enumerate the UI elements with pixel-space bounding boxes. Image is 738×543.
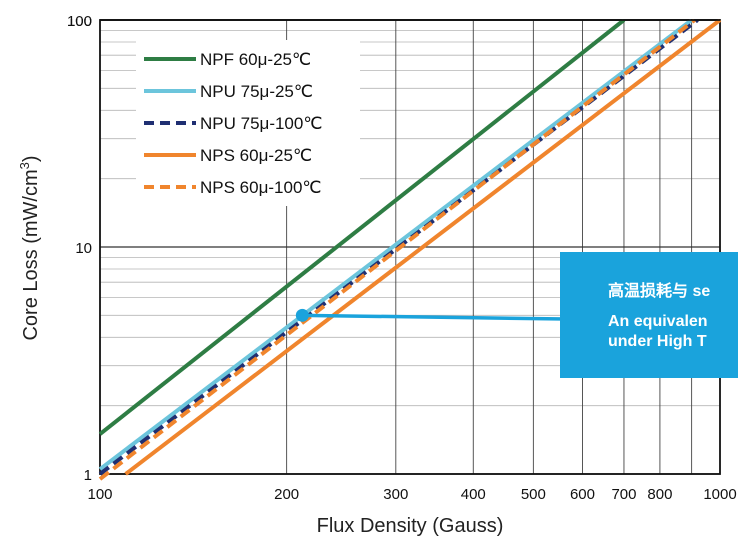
x-tick-label: 200 (274, 486, 299, 503)
annotation-callout-box (560, 252, 738, 378)
series-line (98, 18, 626, 436)
series-line (98, 18, 693, 471)
x-tick-label: 100 (87, 486, 112, 503)
annotation-marker (295, 308, 309, 322)
axes: 100 200 300 400 500 600 700 800 1000 1 10 100 (67, 13, 737, 503)
top-mask (0, 0, 738, 19)
legend-label: NPS 60μ-100℃ (200, 178, 322, 197)
y-tick-label: 10 (75, 240, 92, 257)
legend-box (136, 40, 360, 206)
y-tick-label: 100 (67, 13, 92, 30)
x-tick-label: 500 (521, 486, 546, 503)
y-axis-label: Core Loss (mW/cm3) (17, 155, 42, 340)
x-tick-label: 400 (461, 486, 486, 503)
y-axis-label-superscript: 3 (17, 162, 32, 169)
series-line (98, 18, 696, 481)
annotation-text: under High T (608, 333, 707, 350)
legend-label: NPU 75μ-100℃ (200, 114, 322, 133)
annotation: 高温损耗与 se An equivalen under High T (295, 252, 738, 378)
series-lines: 100 (0, 0, 738, 481)
x-tick-label: 600 (570, 486, 595, 503)
annotation-text: 高温损耗与 se (608, 281, 710, 300)
legend-label: NPU 75μ-25℃ (200, 82, 313, 101)
y-tick-label: 1 (84, 467, 92, 484)
annotation-leader-line (302, 313, 567, 321)
x-axis-label: Flux Density (Gauss) (317, 515, 504, 537)
legend-label: NPS 60μ-25℃ (200, 146, 312, 165)
annotation-text: An equivalen (608, 313, 708, 330)
x-tick-label: 1000 (703, 486, 736, 503)
x-tick-label: 300 (383, 486, 408, 503)
y-axis-label-main: Core Loss (mW/cm (20, 169, 42, 340)
series-line (124, 18, 722, 476)
x-tick-label: 700 (611, 486, 636, 503)
x-tick-label: 800 (647, 486, 672, 503)
y-axis-label-close: ) (20, 155, 42, 162)
legend-label: NPF 60μ-25℃ (200, 50, 311, 69)
legend: NPF 60μ-25℃ NPU 75μ-25℃ NPU 75μ-100℃ NPS 60… (136, 40, 360, 206)
